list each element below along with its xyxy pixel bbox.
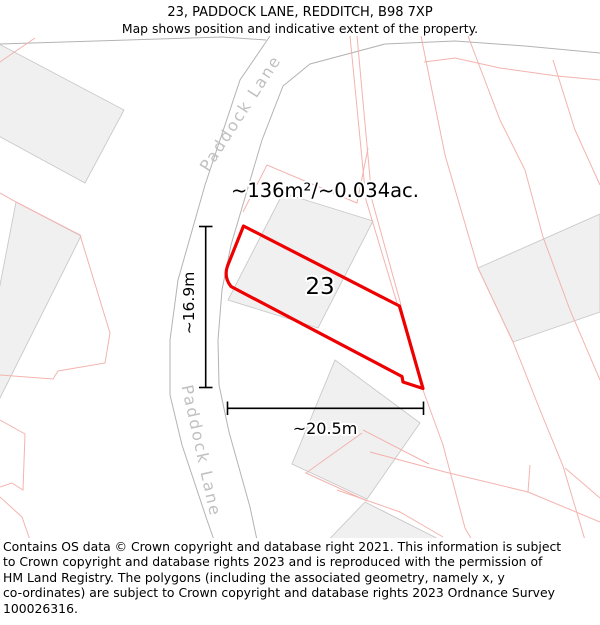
road-edge-north <box>282 40 600 87</box>
dimension-layer <box>199 225 425 415</box>
map-canvas: ~136m²/~0.034ac. 23 ~20.5m ~16.9m Paddoc… <box>0 35 600 625</box>
parcel-line <box>564 467 600 499</box>
page-subtitle: Map shows position and indicative extent… <box>121 21 479 36</box>
footer-line: Contains OS data © Crown copyright and d… <box>3 539 562 554</box>
parcel-line <box>552 59 600 186</box>
map-header: 23, PADDOCK LANE, REDDITCH, B98 7XP Map … <box>0 5 600 37</box>
parcel-line <box>420 35 586 541</box>
building-top-left <box>0 43 125 184</box>
boundary-line-top <box>0 36 267 45</box>
building-plot-23 <box>227 192 374 329</box>
parcel-line <box>422 389 473 541</box>
road-edge-left <box>169 35 271 541</box>
width-label: ~20.5m <box>293 419 358 438</box>
height-label: ~16.9m <box>180 272 198 335</box>
footer-line: to Crown copyright and database rights 2… <box>3 554 543 570</box>
footer-line: 100026316. <box>3 600 78 616</box>
road-layer <box>0 35 600 541</box>
footer-line: co-ordinates) are subject to Crown copyr… <box>3 585 555 601</box>
building-lower-center <box>291 359 421 500</box>
parcel-line <box>242 147 369 213</box>
parcel-line <box>305 432 368 502</box>
parcel-line <box>369 451 529 493</box>
parcel-line <box>356 35 402 306</box>
parcel-line <box>0 192 111 380</box>
copyright-footer: Contains OS data © Crown copyright and d… <box>3 539 598 616</box>
page-title: 23, PADDOCK LANE, REDDITCH, B98 7XP <box>167 5 433 20</box>
parcel-line <box>0 419 26 491</box>
footer-line: HM Land Registry. The polygons (includin… <box>3 569 505 585</box>
parcel-line <box>0 496 31 541</box>
plot-outline <box>224 224 425 391</box>
parcel-line <box>423 57 600 81</box>
parcel-line <box>467 35 600 381</box>
road-edge-right <box>217 85 284 541</box>
plot-number-label: 23 <box>305 274 334 300</box>
area-label: ~136m²/~0.034ac. <box>231 179 419 202</box>
parcel-line <box>0 37 36 63</box>
parcel-line <box>362 429 430 465</box>
property-map: ~136m²/~0.034ac. 23 ~20.5m ~16.9m Paddoc… <box>0 35 600 625</box>
